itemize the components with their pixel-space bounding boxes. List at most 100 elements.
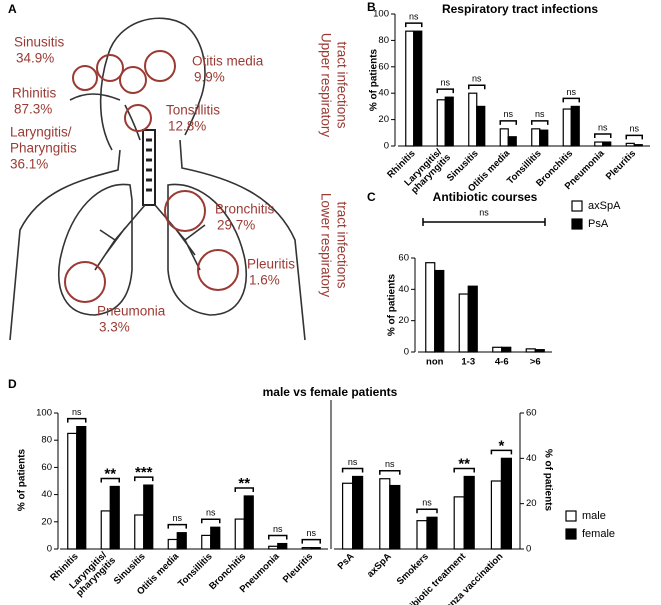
bar — [531, 128, 541, 147]
infection-name: Otitis media — [192, 54, 264, 69]
infection-percent: 29.7% — [217, 218, 255, 233]
bar — [539, 129, 549, 147]
significance-bracket — [416, 508, 438, 514]
legend-swatch — [565, 528, 577, 540]
bar — [602, 141, 612, 147]
infection-name: Tonsillitis — [166, 103, 220, 118]
significance-label: ** — [458, 455, 470, 472]
y-tick-label: 60 — [378, 61, 389, 72]
y-tick-label: 0 — [47, 544, 52, 555]
body-illustration — [9, 17, 306, 341]
y-tick-label: 40 — [378, 88, 389, 99]
y-tick-label: 20 — [526, 498, 537, 509]
infection-name: Pharyngitis — [10, 141, 77, 156]
bar — [234, 518, 245, 550]
significance-bracket — [234, 487, 254, 492]
legend-swatch — [571, 218, 583, 230]
bar — [500, 457, 512, 550]
y-tick-label: 60 — [526, 408, 537, 419]
y-tick-label: 40 — [526, 453, 537, 464]
bar — [501, 346, 512, 353]
panel-label: C — [367, 190, 376, 204]
significance-label: ns — [598, 122, 608, 132]
legend-label: PsA — [588, 218, 609, 230]
significance-bracket — [436, 88, 454, 94]
x-tick-label: non — [426, 357, 444, 368]
y-tick-label: 80 — [378, 35, 389, 46]
significance-bracket — [134, 476, 154, 482]
infection-percent: 12.8% — [168, 119, 206, 134]
y-tick-label: 40 — [41, 489, 52, 500]
group-label: tract infections — [334, 201, 349, 288]
infection-name: Pleuritis — [247, 257, 295, 272]
bar — [492, 346, 503, 353]
x-tick-label: Smokers — [395, 551, 431, 587]
significance-bracket — [379, 469, 401, 475]
y-tick-label: 60 — [41, 462, 52, 473]
significance-bracket — [531, 120, 549, 125]
infection-name: Laryngitis/ — [10, 125, 72, 140]
x-tick-label: 4-6 — [495, 357, 509, 368]
significance-label: * — [498, 437, 504, 454]
significance-label: ns — [422, 498, 432, 508]
bar — [100, 510, 111, 550]
x-tick-label: PsA — [336, 551, 357, 572]
group-label: tract infections — [334, 41, 349, 128]
bar — [594, 141, 604, 147]
bar — [134, 514, 145, 550]
bar — [476, 105, 486, 147]
infection-name: Pneumonia — [97, 304, 166, 319]
significance-bracket — [490, 449, 513, 455]
y-tick-label: 100 — [373, 9, 389, 20]
legend-label: male — [582, 510, 606, 522]
group-label: Lower respiratory — [318, 193, 333, 298]
significance-label: ns — [566, 87, 576, 97]
infection-name: Sinusitis — [14, 35, 65, 50]
significance-label: ns — [479, 207, 489, 217]
chart-title: Respiratory tract infections — [442, 2, 598, 16]
bar — [425, 262, 436, 353]
significance-label: ns — [535, 109, 545, 119]
y-tick-label: 20 — [41, 516, 52, 527]
x-tick-label: >6 — [530, 357, 541, 368]
infection-percent: 87.3% — [14, 102, 52, 117]
infection-name: Bronchitis — [215, 202, 275, 217]
bar — [243, 495, 254, 550]
significance-label: ns — [306, 528, 316, 538]
bar — [143, 484, 154, 550]
bar — [109, 485, 120, 550]
bar — [426, 516, 438, 550]
y-tick-label: 0 — [404, 347, 409, 358]
significance-bracket — [468, 84, 486, 90]
bar — [352, 475, 364, 550]
infection-percent: 36.1% — [10, 157, 48, 172]
y-tick-label: 40 — [398, 284, 409, 295]
y-tick-label: 0 — [526, 544, 531, 555]
legend-label: female — [582, 528, 615, 540]
significance-bracket — [167, 523, 187, 529]
x-tick-label: Pleuritis — [604, 148, 638, 182]
panel-label: A — [8, 2, 17, 16]
y2-axis-label: % of patients — [542, 449, 553, 512]
y-axis-label: % of patients — [17, 448, 28, 511]
bar — [468, 92, 478, 147]
significance-bracket — [341, 467, 364, 473]
significance-label: ns — [472, 74, 482, 84]
group-label: Upper respiratory — [318, 33, 333, 138]
y-axis-label: % of patients — [387, 273, 398, 336]
panel-label: D — [8, 377, 17, 391]
bar — [463, 475, 475, 550]
infection-name: Rhinitis — [12, 86, 57, 101]
significance-label: ns — [629, 124, 639, 134]
bar — [405, 30, 415, 147]
bar — [562, 108, 572, 147]
significance-bracket — [594, 133, 612, 139]
y-tick-label: 100 — [36, 408, 52, 419]
significance-label: ns — [206, 508, 216, 518]
bar — [413, 30, 423, 147]
significance-label: *** — [135, 464, 153, 481]
significance-label: ns — [172, 513, 182, 523]
bar — [416, 520, 428, 550]
significance-bracket — [499, 120, 517, 125]
legend-swatch — [571, 200, 583, 212]
